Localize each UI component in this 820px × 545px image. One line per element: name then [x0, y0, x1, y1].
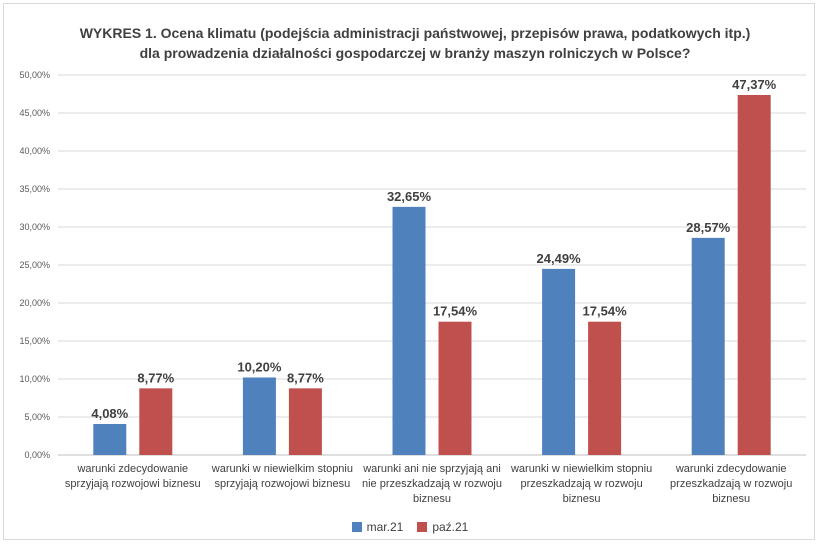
data-label: 4,08%: [91, 406, 128, 421]
bar-paz21: [737, 94, 771, 455]
bar-mar21: [242, 377, 276, 455]
data-label: 24,49%: [537, 251, 582, 266]
data-label: 8,77%: [287, 370, 324, 385]
bar-mar21: [542, 268, 576, 455]
y-tick-label: 30,00%: [19, 222, 50, 232]
y-tick-label: 20,00%: [19, 298, 50, 308]
y-tick-label: 50,00%: [19, 70, 50, 80]
data-label: 10,20%: [237, 359, 282, 374]
legend-label: mar.21: [366, 520, 404, 534]
legend-swatch: [351, 522, 362, 532]
legend-item: mar.21: [351, 520, 404, 534]
bar-mar21: [93, 423, 127, 455]
bar-mar21: [392, 206, 426, 455]
y-tick-label: 15,00%: [19, 336, 50, 346]
data-label: 17,54%: [583, 304, 628, 319]
category-label: warunki zdecydowanie sprzyjają rozwojowi…: [64, 463, 201, 490]
chart-title: WYKRES 1. Ocena klimatu (podejścia admin…: [79, 25, 751, 61]
y-tick-label: 40,00%: [19, 146, 50, 156]
y-tick-label: 0,00%: [24, 450, 50, 460]
legend: mar.21 paź.21: [0, 520, 820, 534]
category-label: warunki zdecydowanie przeszkadzają w roz…: [670, 463, 793, 505]
y-tick-label: 10,00%: [19, 374, 50, 384]
data-label: 28,57%: [686, 220, 731, 235]
legend-swatch: [417, 522, 428, 532]
legend-item: paź.21: [417, 520, 468, 534]
category-label: warunki w niewielkim stopniu sprzyjają r…: [211, 463, 353, 490]
y-tick-label: 45,00%: [19, 108, 50, 118]
category-label: warunki ani nie sprzyjają ani nie przesz…: [361, 463, 502, 505]
y-tick-label: 5,00%: [24, 412, 50, 422]
bar-paz21: [288, 388, 322, 455]
y-tick-label: 35,00%: [19, 184, 50, 194]
data-label: 47,37%: [732, 77, 777, 92]
bar-paz21: [139, 388, 173, 455]
category-label: warunki w niewielkim stopniu przeszkadza…: [510, 463, 653, 505]
bar-mar21: [691, 237, 725, 455]
data-label: 32,65%: [387, 189, 432, 204]
bar-paz21: [438, 321, 472, 455]
legend-label: paź.21: [432, 520, 469, 534]
data-label: 8,77%: [137, 370, 174, 385]
bar-paz21: [588, 321, 622, 455]
data-label: 17,54%: [433, 304, 478, 319]
y-tick-label: 25,00%: [19, 260, 50, 270]
